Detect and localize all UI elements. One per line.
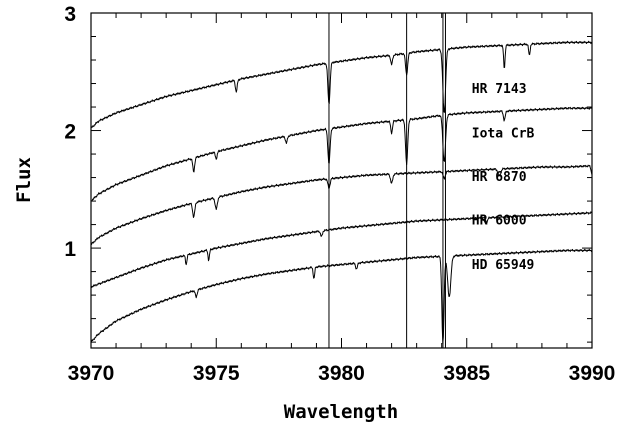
y-tick-label: 1: [64, 238, 76, 261]
spectrum-line-3: [90, 211, 593, 288]
reference-lines: [328, 13, 446, 348]
spectrum-line-0: [90, 40, 593, 129]
x-tick-label: 3970: [68, 362, 115, 385]
y-axis: 1 2 3: [64, 3, 592, 343]
x-tick-label: 3985: [443, 362, 490, 385]
y-axis-title: Flux: [13, 157, 35, 203]
spectrum-line-4: [90, 248, 593, 345]
x-tick-label: 3975: [193, 362, 240, 385]
x-axis-title: Wavelength: [284, 401, 398, 423]
series-label: HR 6000: [472, 214, 527, 229]
y-tick-label: 3: [64, 3, 76, 26]
series-label: HR 7143: [472, 82, 527, 97]
x-axis: 3970 3975 3980 3985 3990: [68, 13, 616, 385]
series-label: HD 65949: [472, 258, 535, 273]
x-tick-label: 3980: [318, 362, 365, 385]
spectra-series: [90, 40, 593, 345]
x-tick-label: 3990: [569, 362, 616, 385]
series-labels: HR 7143 Iota CrB HR 6870 HR 6000 HD 65949: [472, 82, 535, 273]
series-label: HR 6870: [472, 170, 527, 185]
spectrum-line-2: [90, 164, 593, 245]
spectrum-line-1: [90, 106, 593, 202]
series-label: Iota CrB: [472, 127, 535, 142]
y-tick-label: 2: [64, 121, 76, 144]
